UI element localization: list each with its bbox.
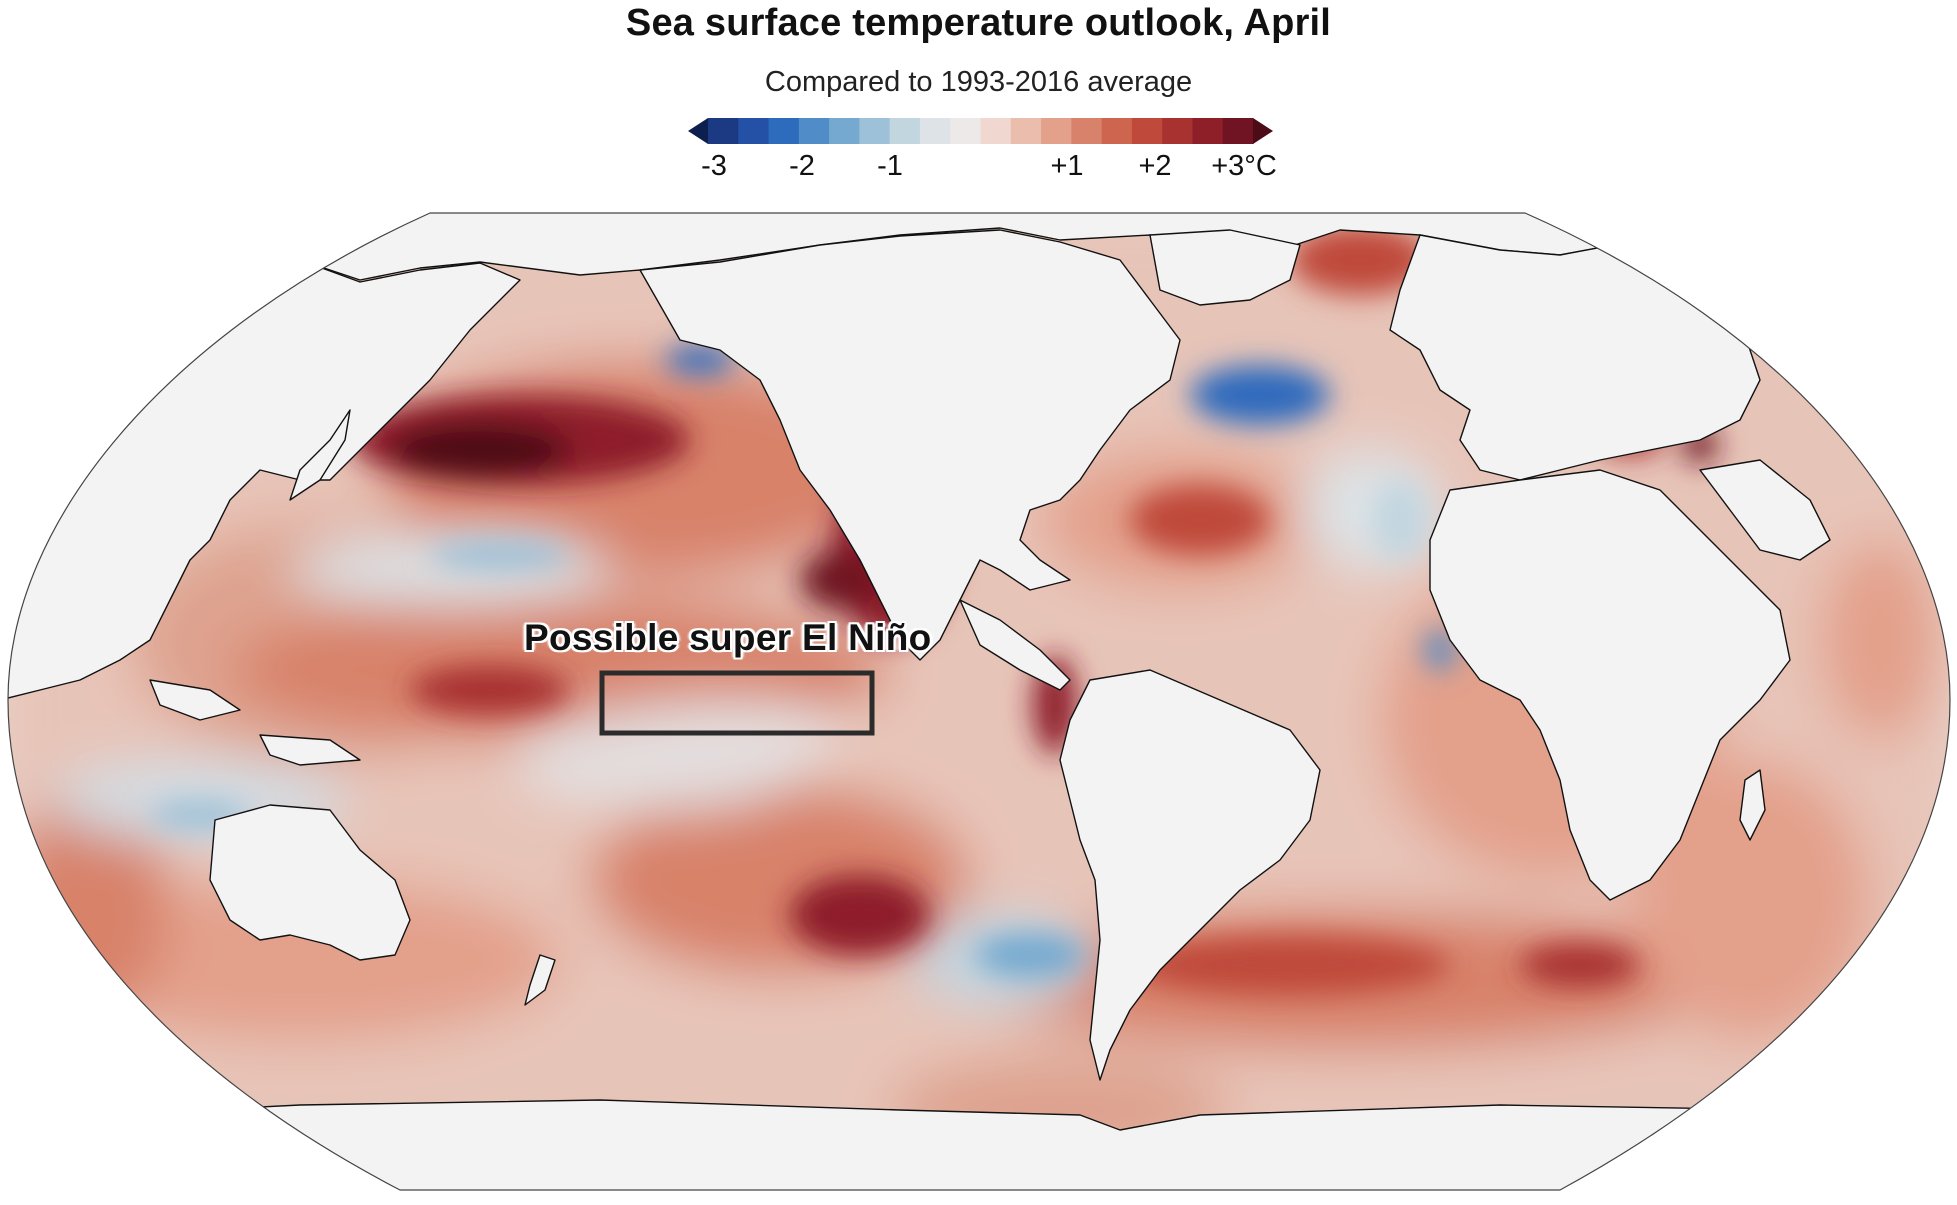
legend-color-bar — [688, 118, 1273, 144]
land-north-america — [639, 229, 1181, 661]
legend-swatch — [708, 118, 739, 144]
land-australia — [209, 804, 411, 961]
legend-swatch — [1131, 118, 1163, 144]
land-madagascar — [1739, 769, 1766, 841]
land-africa — [1429, 469, 1791, 901]
legend-swatch — [919, 118, 951, 144]
land-arabia — [1699, 459, 1831, 561]
legend-tick-plus-3: +3°C — [1211, 150, 1277, 182]
legend-arrow-low — [688, 118, 708, 144]
landmasses — [8, 213, 1950, 1190]
land-new-zealand — [524, 954, 556, 1006]
legend-tick-plus-1: +1 — [1050, 150, 1084, 182]
legend-swatch — [1101, 118, 1133, 144]
legend-swatch — [1222, 118, 1254, 144]
map-subtitle: Compared to 1993-2016 average — [764, 66, 1193, 98]
legend-tick-minus-2: -2 — [789, 150, 815, 182]
land-se-asia-islands — [149, 679, 241, 721]
legend-swatch — [859, 118, 891, 144]
land-greenland — [1149, 229, 1301, 306]
legend-swatch — [1192, 118, 1224, 144]
legend-swatch — [768, 118, 800, 144]
world-map — [7, 212, 1951, 1191]
land-japan — [289, 409, 351, 501]
legend-swatch — [1071, 118, 1103, 144]
legend-tick-plus-2: +2 — [1138, 150, 1172, 182]
legend-swatch — [950, 118, 981, 144]
legend-swatch — [738, 118, 770, 144]
legend-swatch — [1162, 118, 1193, 144]
legend-tick-minus-1: -1 — [877, 150, 903, 182]
legend-swatch — [829, 118, 860, 144]
globe-area — [8, 213, 1950, 1190]
el-nino-annotation-label: Possible super El Niño — [524, 617, 932, 658]
legend-swatch — [798, 118, 830, 144]
legend-arrow-high — [1253, 118, 1273, 144]
map-title: Sea surface temperature outlook, April — [625, 2, 1332, 44]
land-south-america — [1059, 669, 1321, 1081]
legend-swatch — [1010, 118, 1042, 144]
land-central-america — [959, 599, 1071, 691]
legend-swatch — [1041, 118, 1072, 144]
land-antarctica — [8, 1099, 1950, 1190]
land-new-guinea — [259, 734, 361, 766]
legend-tick-minus-3: -3 — [701, 150, 727, 182]
el-nino-region-box — [599, 670, 875, 736]
color-legend: -3 -2 -1 +1 +2 +3°C — [688, 118, 1277, 186]
globe-outline — [7, 212, 1951, 1191]
legend-swatch — [889, 118, 921, 144]
legend-swatch — [980, 118, 1012, 144]
